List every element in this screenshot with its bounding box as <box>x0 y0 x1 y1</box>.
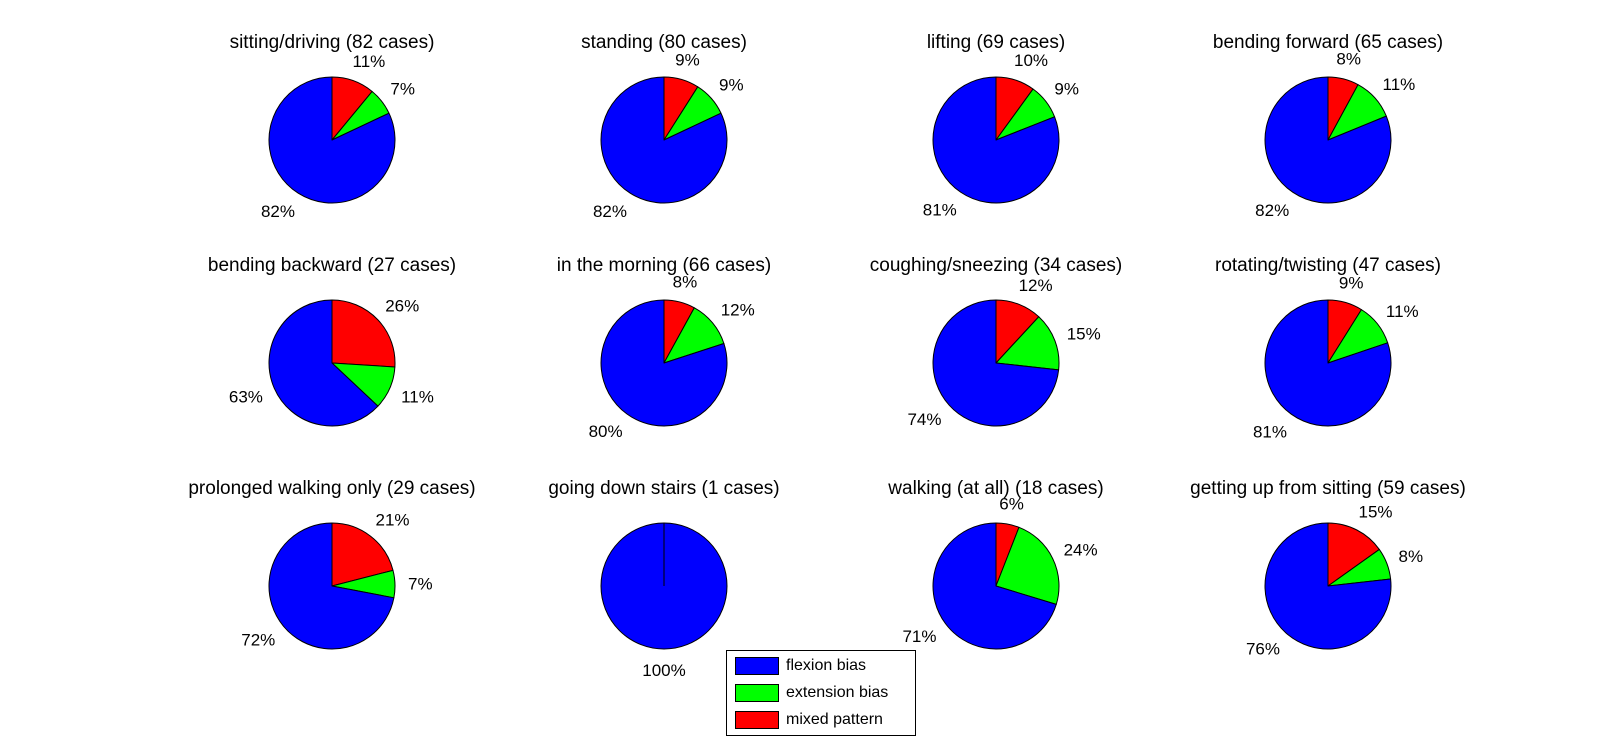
pie-label-flexion: 72% <box>241 631 275 650</box>
pie-title: bending forward (65 cases) <box>1213 32 1443 53</box>
pie-label-mixed: 11% <box>353 52 386 71</box>
pie-slice-flexion <box>932 522 1057 650</box>
legend-label-flexion: flexion bias <box>786 657 867 674</box>
legend-swatch-flexion <box>735 657 779 675</box>
pie-label-mixed: 12% <box>1019 276 1053 295</box>
pie-10: going down stairs (1 cases) 100% <box>548 478 779 680</box>
legend-item-extension: extension bias <box>735 683 888 703</box>
pie-title: going down stairs (1 cases) <box>548 478 779 499</box>
pie-title: standing (80 cases) <box>581 32 747 53</box>
pie-slice-mixed <box>331 522 394 587</box>
pie-slice-flexion <box>932 299 1060 427</box>
pie-title: coughing/sneezing (34 cases) <box>870 255 1122 276</box>
pie-label-extension: 11% <box>1386 302 1419 321</box>
pie-label-mixed: 9% <box>1339 273 1364 292</box>
pie-3: lifting (69 cases)10% 9% 81% <box>923 32 1079 220</box>
pie-11: walking (at all) (18 cases)6% 24% 71% <box>887 478 1104 650</box>
pie-slice-flexion <box>600 299 728 427</box>
legend-swatch-extension <box>735 684 779 702</box>
pie-label-mixed: 21% <box>376 511 410 530</box>
pie-4: bending forward (65 cases)8% 11% 82% <box>1213 32 1443 220</box>
pie-label-extension: 9% <box>719 75 744 94</box>
pie-label-flexion: 76% <box>1246 640 1280 659</box>
pie-label-flexion: 80% <box>589 422 623 441</box>
pie-6: in the morning (66 cases)8% 12% 80% <box>557 255 771 441</box>
pie-slice-flexion <box>1264 76 1392 204</box>
pie-label-flexion: 63% <box>229 387 263 406</box>
legend-label-extension: extension bias <box>786 684 889 701</box>
pie-slice-flexion <box>268 522 395 650</box>
pie-label-flexion: 81% <box>923 201 957 220</box>
legend-item-mixed: mixed pattern <box>735 710 883 730</box>
pie-title: prolonged walking only (29 cases) <box>188 478 475 499</box>
pie-7: coughing/sneezing (34 cases)12% 15% 74% <box>870 255 1122 429</box>
pie-label-extension: 7% <box>390 80 415 99</box>
pie-label-extension: 11% <box>1383 75 1416 94</box>
pie-slice-flexion <box>268 299 379 427</box>
pie-label-flexion: 74% <box>907 410 941 429</box>
pie-label-mixed: 26% <box>385 297 419 316</box>
pie-label-mixed: 8% <box>1336 50 1361 69</box>
pie-label-mixed: 8% <box>673 273 698 292</box>
pie-label-extension: 9% <box>1054 80 1079 99</box>
pie-title: bending backward (27 cases) <box>208 255 456 276</box>
pie-5: bending backward (27 cases) 26% 11% 63% <box>208 255 456 427</box>
pie-slice-extension <box>995 316 1060 371</box>
pie-2: standing (80 cases)9%9%82% <box>581 32 747 221</box>
pie-label-extension: 15% <box>1067 325 1101 344</box>
pie-label-extension: 24% <box>1064 540 1098 559</box>
pie-title: rotating/twisting (47 cases) <box>1215 255 1441 276</box>
pie-label-flexion: 100% <box>642 661 685 680</box>
pie-label-flexion: 81% <box>1253 422 1287 441</box>
legend: flexion bias extension bias mixed patter… <box>726 650 916 736</box>
pie-label-mixed: 6% <box>999 495 1024 514</box>
pie-label-flexion: 82% <box>593 202 627 221</box>
pie-title: lifting (69 cases) <box>927 32 1065 53</box>
pie-label-mixed: 10% <box>1014 51 1048 70</box>
legend-item-flexion: flexion bias <box>735 656 866 676</box>
pie-label-extension: 8% <box>1399 547 1424 566</box>
pie-slice-flexion <box>1264 522 1392 650</box>
pie-label-mixed: 9% <box>675 50 700 69</box>
pie-1: sitting/driving (82 cases)11%7% 82% <box>230 32 435 221</box>
pie-slice-flexion <box>268 76 396 204</box>
pie-title: walking (at all) (18 cases) <box>887 478 1103 499</box>
legend-swatch-mixed <box>735 711 779 729</box>
pie-slice-mixed <box>331 299 396 368</box>
pie-title: in the morning (66 cases) <box>557 255 771 276</box>
pie-slice-flexion <box>1264 299 1392 427</box>
pie-12: getting up from sitting (59 cases) 15% 8% 7… <box>1190 478 1466 659</box>
pie-slice-extension <box>995 526 1060 605</box>
pie-title: sitting/driving (82 cases) <box>230 32 435 53</box>
pie-label-extension: 11% <box>401 387 434 406</box>
legend-label-mixed: mixed pattern <box>786 711 883 728</box>
pie-8: rotating/twisting (47 cases)9% 11% 81% <box>1215 255 1441 441</box>
pie-title: getting up from sitting (59 cases) <box>1190 478 1466 499</box>
pie-label-extension: 7% <box>408 574 433 593</box>
pie-label-extension: 12% <box>721 301 755 320</box>
pie-slice-flexion <box>600 76 728 204</box>
pie-slice-flexion <box>932 76 1060 204</box>
pie-label-flexion: 82% <box>261 202 295 221</box>
pie-9: prolonged walking only (29 cases) 21% 7% 72… <box>188 478 475 650</box>
pie-label-flexion: 82% <box>1255 201 1289 220</box>
pie-label-mixed: 15% <box>1359 502 1393 521</box>
pie-slice-mixed <box>1327 522 1380 587</box>
pie-label-flexion: 71% <box>902 627 936 646</box>
